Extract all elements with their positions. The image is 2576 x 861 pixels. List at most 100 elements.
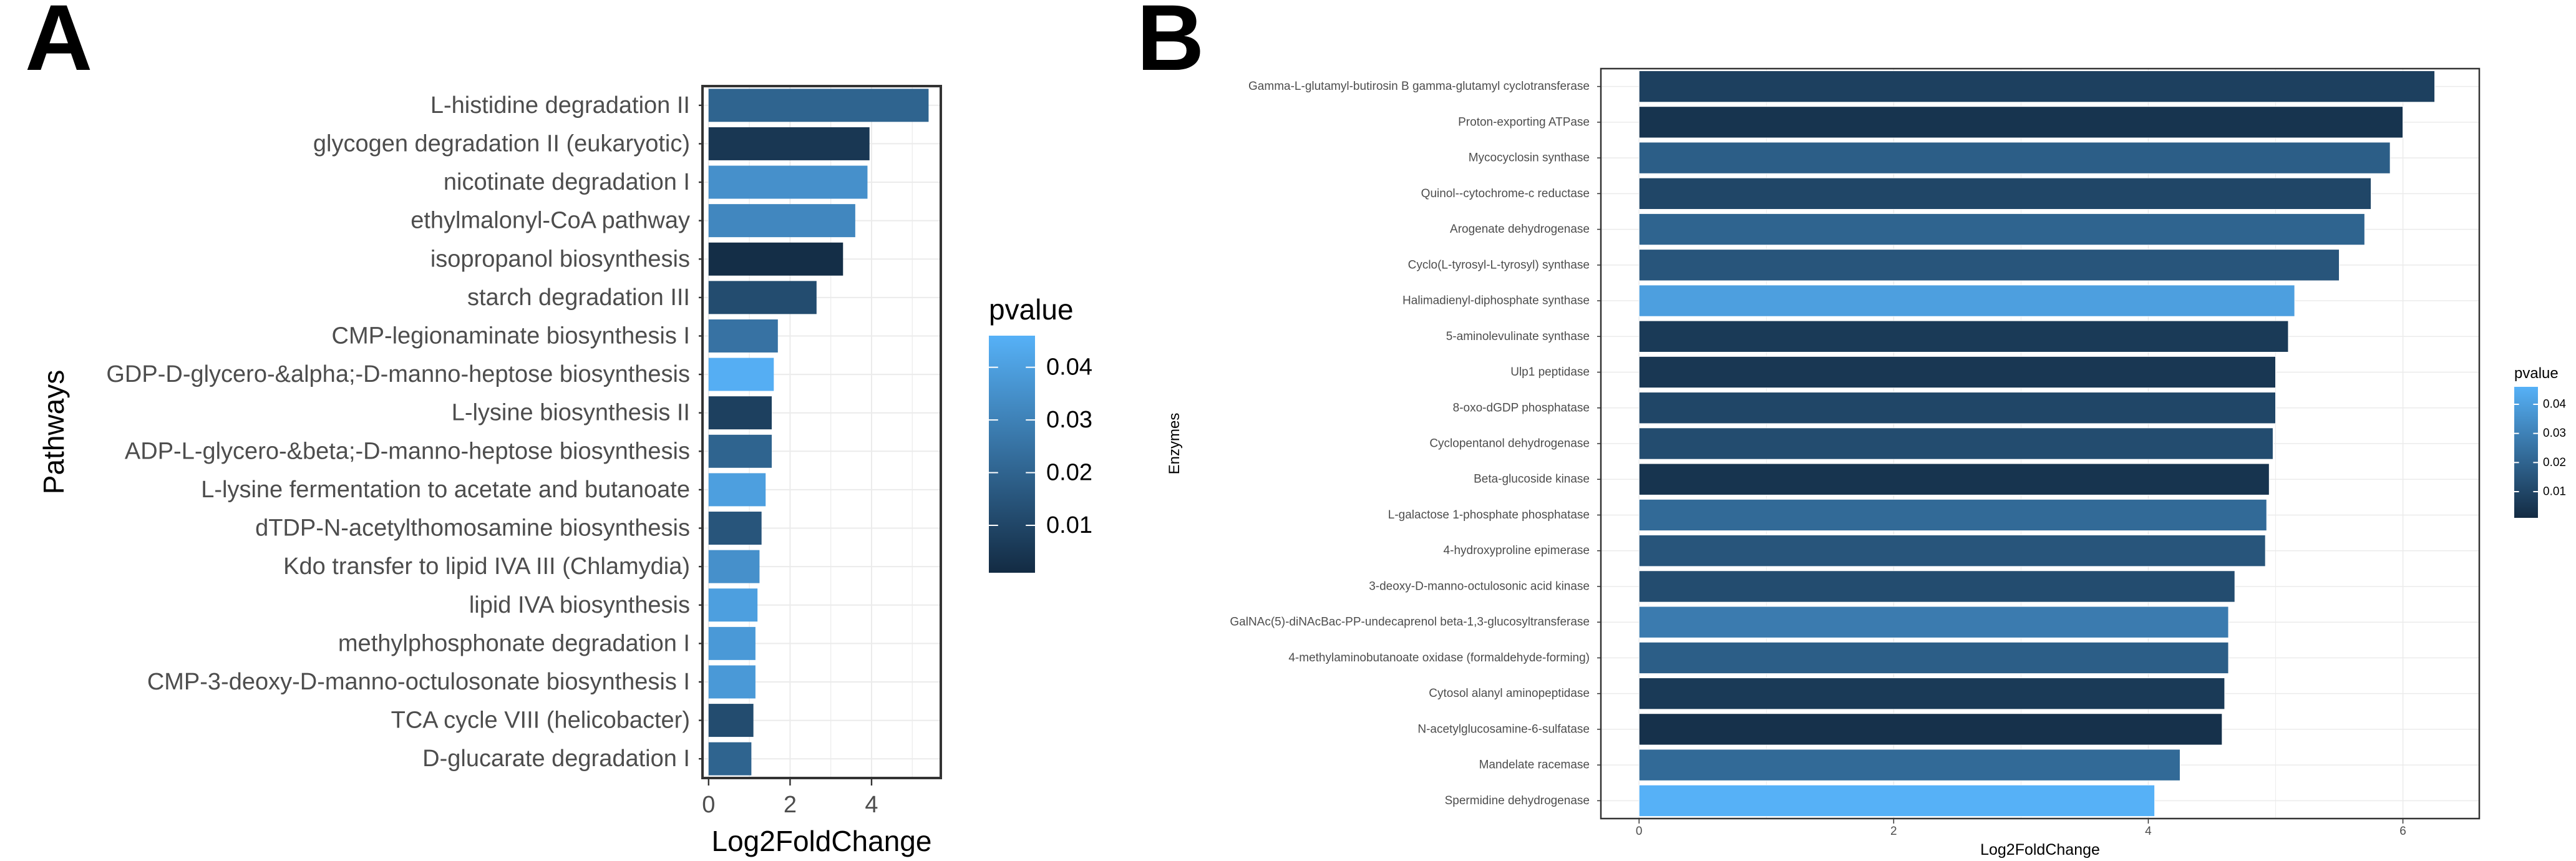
legend: pvalue 0.01 0.02 0.03 0.04	[989, 293, 1092, 573]
bar	[1638, 499, 2267, 532]
category-label: lipid IVA biosynthesis	[469, 592, 690, 618]
category-label: Mandelate racemase	[1479, 759, 1590, 772]
category-label: starch degradation III	[467, 285, 690, 311]
legend-tick-label: 0.01	[1046, 512, 1092, 538]
bar	[1638, 606, 2229, 638]
category-label: L-galactose 1-phosphate phosphatase	[1388, 508, 1590, 522]
bar	[1638, 463, 2270, 495]
bar	[1638, 106, 2404, 139]
category-label: Beta-glucoside kinase	[1474, 473, 1590, 486]
bar	[1638, 177, 2372, 210]
category-label: GDP-D-glycero-&alpha;-D-manno-heptose bi…	[106, 361, 690, 387]
category-label: 4-hydroxyproline epimerase	[1444, 544, 1590, 557]
category-label: glycogen degradation II (eukaryotic)	[313, 130, 690, 157]
category-label: Ulp1 peptidase	[1510, 366, 1590, 379]
category-label: dTDP-N-acetylthomosamine biosynthesis	[255, 515, 690, 542]
bar	[708, 396, 772, 430]
category-label: ethylmalonyl-CoA pathway	[411, 208, 690, 234]
chart-panel-b: B Gamma-L-glutamyl-butirosin B gamma-glut…	[1137, 0, 2566, 859]
x-axis-title: Log2FoldChange	[1980, 841, 2100, 859]
category-label: 5-aminolevulinate synthase	[1446, 330, 1590, 343]
bar	[1638, 70, 2436, 103]
bar	[1638, 570, 2235, 603]
panel-letter: A	[25, 0, 92, 90]
category-label: L-lysine fermentation to acetate and but…	[201, 477, 690, 503]
category-label: Kdo transfer to lipid IVA III (Chlamydia…	[283, 553, 690, 580]
bar	[708, 550, 760, 583]
x-tick-label: 0	[702, 792, 715, 818]
bar	[1638, 784, 2156, 817]
category-label: Mycocyclosin synthase	[1469, 152, 1590, 165]
category-label: D-glucarate degradation I	[422, 746, 690, 772]
category-label: Arogenate dehydrogenase	[1450, 223, 1590, 236]
category-label: ADP-L-glycero-&beta;-D-manno-heptose bio…	[125, 438, 690, 464]
bar	[708, 665, 756, 699]
bar	[1638, 749, 2180, 781]
category-label: L-histidine degradation II	[430, 92, 690, 119]
x-tick-label: 4	[865, 792, 878, 818]
category-label: isopropanol biosynthesis	[430, 246, 690, 272]
y-axis-title: Enzymes	[1166, 413, 1183, 475]
plot-background	[702, 86, 941, 778]
bar	[708, 358, 774, 391]
bar	[708, 626, 756, 660]
x-axis-title: Log2FoldChange	[712, 825, 932, 857]
legend-colorbar	[2514, 387, 2538, 518]
category-label: TCA cycle VIII (helicobacter)	[391, 708, 690, 734]
legend-tick-label: 0.02	[1046, 460, 1092, 486]
category-labels: L-histidine degradation II glycogen degra…	[106, 92, 702, 772]
bar	[1638, 320, 2289, 353]
bar	[708, 127, 870, 160]
x-tick-label: 2	[1890, 825, 1897, 838]
bar	[708, 512, 762, 545]
category-label: Halimadienyl-diphosphate synthase	[1402, 294, 1590, 308]
legend-colorbar	[989, 336, 1035, 573]
x-tick-label: 2	[784, 792, 797, 818]
category-label: 3-deoxy-D-manno-octulosonic acid kinase	[1369, 580, 1590, 593]
x-tick-label: 6	[2399, 825, 2406, 838]
category-label: 8-oxo-dGDP phosphatase	[1453, 401, 1590, 414]
bar	[1638, 677, 2225, 710]
category-label: Cytosol alanyl aminopeptidase	[1429, 687, 1590, 700]
legend-tick-label: 0.03	[2543, 427, 2566, 440]
bar	[708, 204, 855, 238]
panel-letter: B	[1137, 0, 1204, 90]
bar	[708, 704, 754, 737]
legend-title: pvalue	[2514, 365, 2559, 382]
x-axis-ticks: 0 2 4 6	[1636, 819, 2406, 838]
bar	[1638, 356, 2277, 389]
x-axis-ticks: 0 2 4	[702, 778, 878, 818]
bar	[708, 281, 817, 314]
chart-panel-a: A L-histidine degradation II glycogen degr…	[25, 0, 1092, 857]
bar	[708, 588, 758, 622]
bars	[1638, 70, 2436, 817]
bar	[708, 742, 752, 776]
bar	[1638, 427, 2273, 460]
legend: pvalue 0.01 0.02 0.03 0.04	[2514, 365, 2566, 518]
category-label: 4-methylaminobutanoate oxidase (formalde…	[1288, 651, 1590, 664]
bar	[708, 89, 929, 122]
legend-tick-label: 0.02	[2543, 456, 2566, 469]
bar	[708, 242, 843, 276]
category-label: Quinol--cytochrome-c reductase	[1421, 187, 1590, 200]
bar	[1638, 142, 2391, 174]
bar	[1638, 713, 2223, 746]
bar	[1638, 249, 2340, 281]
category-label: GalNAc(5)-diNAcBac-PP-undecaprenol beta-…	[1230, 616, 1590, 629]
category-label: Spermidine dehydrogenase	[1445, 794, 1590, 807]
category-label: Cyclopentanol dehydrogenase	[1429, 437, 1590, 450]
legend-tick-label: 0.01	[2543, 485, 2566, 499]
legend-tick-label: 0.04	[1046, 354, 1092, 381]
category-label: nicotinate degradation I	[444, 169, 690, 195]
bar	[1638, 213, 2365, 246]
category-label: Cyclo(L-tyrosyl-L-tyrosyl) synthase	[1408, 258, 1590, 271]
bar	[708, 165, 868, 199]
category-label: CMP-3-deoxy-D-manno-octulosonate biosynt…	[147, 669, 690, 695]
category-label: methylphosphonate degradation I	[338, 630, 690, 656]
category-labels: Gamma-L-glutamyl-butirosin B gamma-gluta…	[1230, 80, 1601, 807]
bar	[708, 319, 778, 353]
category-label: Gamma-L-glutamyl-butirosin B gamma-gluta…	[1248, 80, 1590, 93]
bar	[708, 473, 766, 507]
bar	[1638, 641, 2229, 674]
category-label: L-lysine biosynthesis II	[452, 400, 690, 426]
